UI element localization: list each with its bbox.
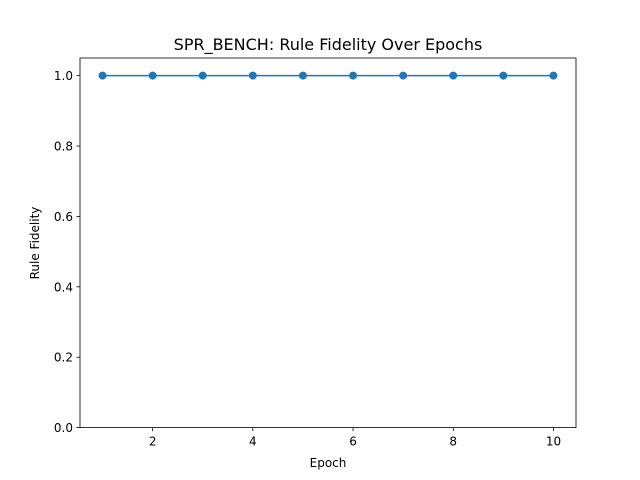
data-point [399, 71, 408, 80]
y-axis-label: Rule Fidelity [28, 207, 42, 280]
data-point [349, 71, 358, 80]
data-point [449, 71, 458, 80]
x-axis-label: Epoch [310, 456, 347, 470]
y-tick-label: 0.2 [54, 351, 73, 365]
data-point [499, 71, 508, 80]
data-point [248, 71, 257, 80]
y-tick-label: 0.6 [54, 210, 73, 224]
data-point [298, 71, 307, 80]
x-tick-label: 6 [349, 435, 357, 449]
plot-area: 2 4 6 8 10 0.0 0.2 0.4 0.6 0.8 1.0 [54, 57, 577, 449]
y-tick-label: 0.0 [54, 421, 73, 435]
y-tick-label: 0.8 [54, 140, 73, 154]
data-point [98, 71, 107, 80]
x-tick-label: 8 [449, 435, 457, 449]
x-tick-label: 4 [249, 435, 257, 449]
x-tick-label: 10 [546, 435, 561, 449]
x-axis-ticks: 2 4 6 8 10 [149, 427, 561, 449]
x-tick-label: 2 [149, 435, 157, 449]
data-point [148, 71, 157, 80]
y-tick-label: 1.0 [54, 69, 73, 83]
chart-title: SPR_BENCH: Rule Fidelity Over Epochs [174, 35, 483, 55]
y-tick-label: 0.4 [54, 280, 73, 294]
data-point [549, 71, 558, 80]
plot-frame [79, 57, 577, 429]
series-group [98, 71, 558, 80]
y-axis-ticks: 0.0 0.2 0.4 0.6 0.8 1.0 [54, 69, 80, 435]
data-point [198, 71, 207, 80]
